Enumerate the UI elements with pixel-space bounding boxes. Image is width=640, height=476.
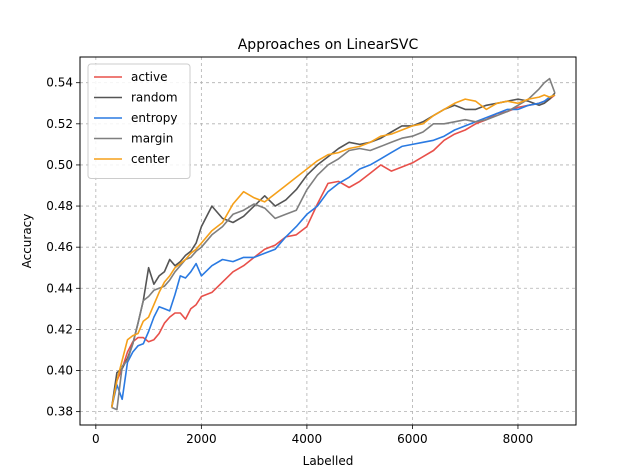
x-tick-label: 4000: [292, 432, 323, 446]
y-tick-label: 0.44: [46, 281, 73, 295]
series-lines: [110, 77, 556, 411]
chart-title: Approaches on LinearSVC: [238, 37, 419, 53]
series-line-random: [110, 92, 556, 408]
series-line-active: [110, 94, 556, 408]
x-tick-label: 2000: [186, 432, 217, 446]
plot-area-frame: [79, 56, 577, 426]
legend-label-random: random: [131, 91, 178, 105]
y-axis-label: Accuracy: [20, 214, 34, 269]
y-tick-label: 0.48: [46, 199, 73, 213]
y-tick-label: 0.40: [46, 364, 73, 378]
legend-label-margin: margin: [131, 132, 173, 146]
legend-box: [87, 63, 191, 179]
legend-label-entropy: entropy: [131, 111, 177, 125]
series-line-margin: [111, 77, 556, 411]
x-axis: 0 2000 4000 6000 8000: [92, 425, 533, 446]
legend: active random entropy margin center: [87, 63, 191, 179]
legend-label-active: active: [131, 70, 167, 84]
y-tick-label: 0.54: [46, 76, 73, 90]
x-tick-label: 8000: [503, 432, 534, 446]
y-tick-label: 0.50: [46, 158, 73, 172]
x-tick-label: 0: [92, 432, 100, 446]
x-tick-label: 6000: [397, 432, 428, 446]
y-axis: 0.38 0.40 0.42 0.44 0.46 0.48 0.50 0.52 0.54: [46, 76, 80, 419]
y-tick-label: 0.38: [46, 405, 73, 419]
legend-label-center: center: [131, 152, 170, 166]
y-tick-label: 0.42: [46, 322, 73, 336]
y-tick-label: 0.46: [46, 240, 73, 254]
x-axis-label: Labelled: [303, 454, 354, 468]
y-tick-label: 0.52: [46, 117, 73, 131]
series-line-center: [110, 94, 556, 408]
